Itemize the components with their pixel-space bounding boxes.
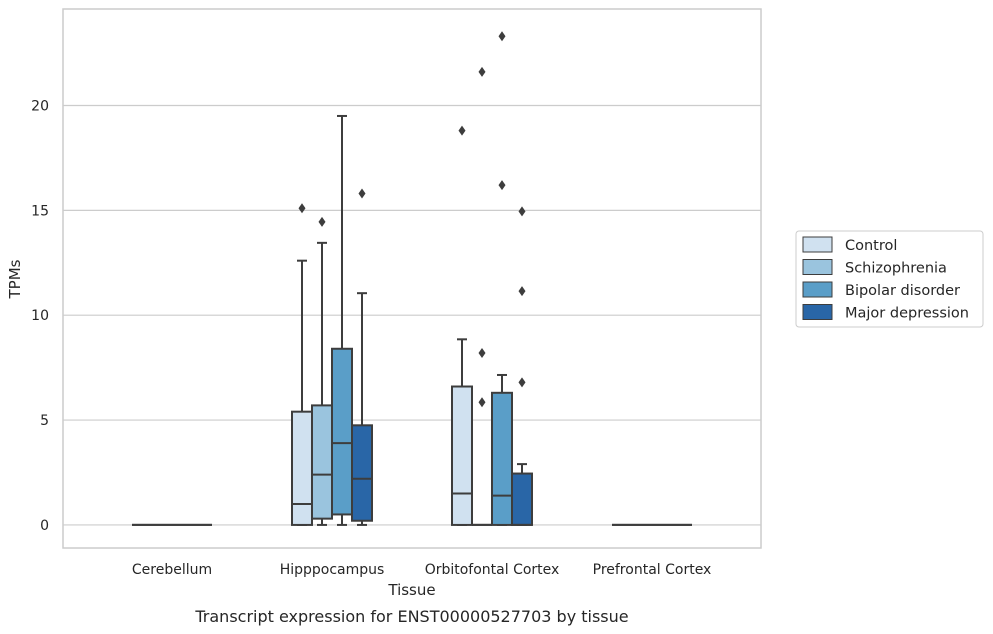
outlier-point (478, 397, 486, 408)
plot-frame (62, 8, 762, 549)
y-axis-label: TPMs (6, 259, 24, 299)
outlier-point (298, 203, 306, 214)
outlier-point (518, 206, 526, 217)
y-tick-label: 15 (31, 203, 49, 219)
boxes (132, 31, 692, 526)
outlier-point (518, 377, 526, 388)
legend: Control Schizophrenia Bipolar disorder Majo… (795, 230, 984, 328)
box-control (291, 203, 313, 526)
outlier-point (458, 125, 466, 136)
box-body (331, 347, 353, 516)
x-tick-label: Orbitofontal Cortex (425, 562, 560, 578)
x-axis-label: Tissue (387, 581, 435, 599)
legend-label: Major depression (845, 306, 969, 322)
box-body (351, 424, 373, 522)
y-tick-label: 5 (40, 413, 49, 429)
legend-label: Control (845, 238, 897, 254)
box-bipolar-disorder (331, 114, 353, 526)
box-body (451, 385, 473, 526)
box-body (291, 410, 313, 526)
legend-swatch (802, 281, 833, 298)
y-tick-label: 10 (31, 308, 49, 324)
legend-label: Schizophrenia (845, 261, 947, 277)
box-body (311, 404, 333, 520)
y-tick-label: 20 (31, 98, 49, 114)
box-schizophrenia (311, 216, 333, 526)
box-major-depression (511, 206, 533, 526)
legend-swatch (802, 304, 833, 320)
x-axis-ticks: Cerebellum Hipppocampus Orbitofontal Corte… (132, 562, 711, 578)
box-major-depression (351, 188, 373, 526)
box-body (511, 472, 533, 526)
box-control (451, 125, 473, 526)
outlier-point (318, 216, 326, 227)
x-tick-label: Prefrontal Cortex (593, 562, 712, 578)
legend-frame (795, 230, 984, 328)
legend-swatch (802, 236, 833, 253)
box-body (491, 391, 513, 526)
outlier-point (478, 66, 486, 77)
y-tick-label: 0 (40, 518, 49, 534)
box-schizophrenia (472, 66, 492, 526)
chart-caption: Transcript expression for ENST0000052770… (194, 607, 628, 626)
y-axis-ticks: 0 5 10 15 20 (31, 98, 49, 533)
legend-label: Bipolar disorder (845, 283, 960, 299)
outlier-point (358, 188, 366, 199)
x-tick-label: Hipppocampus (280, 562, 385, 578)
outlier-point (498, 180, 506, 191)
box-bipolar-disorder (491, 31, 513, 526)
gridlines (63, 104, 761, 526)
outlier-point (518, 286, 526, 297)
outlier-point (478, 347, 486, 358)
outlier-point (498, 31, 506, 42)
legend-swatch (802, 259, 833, 275)
x-tick-label: Cerebellum (132, 562, 212, 578)
